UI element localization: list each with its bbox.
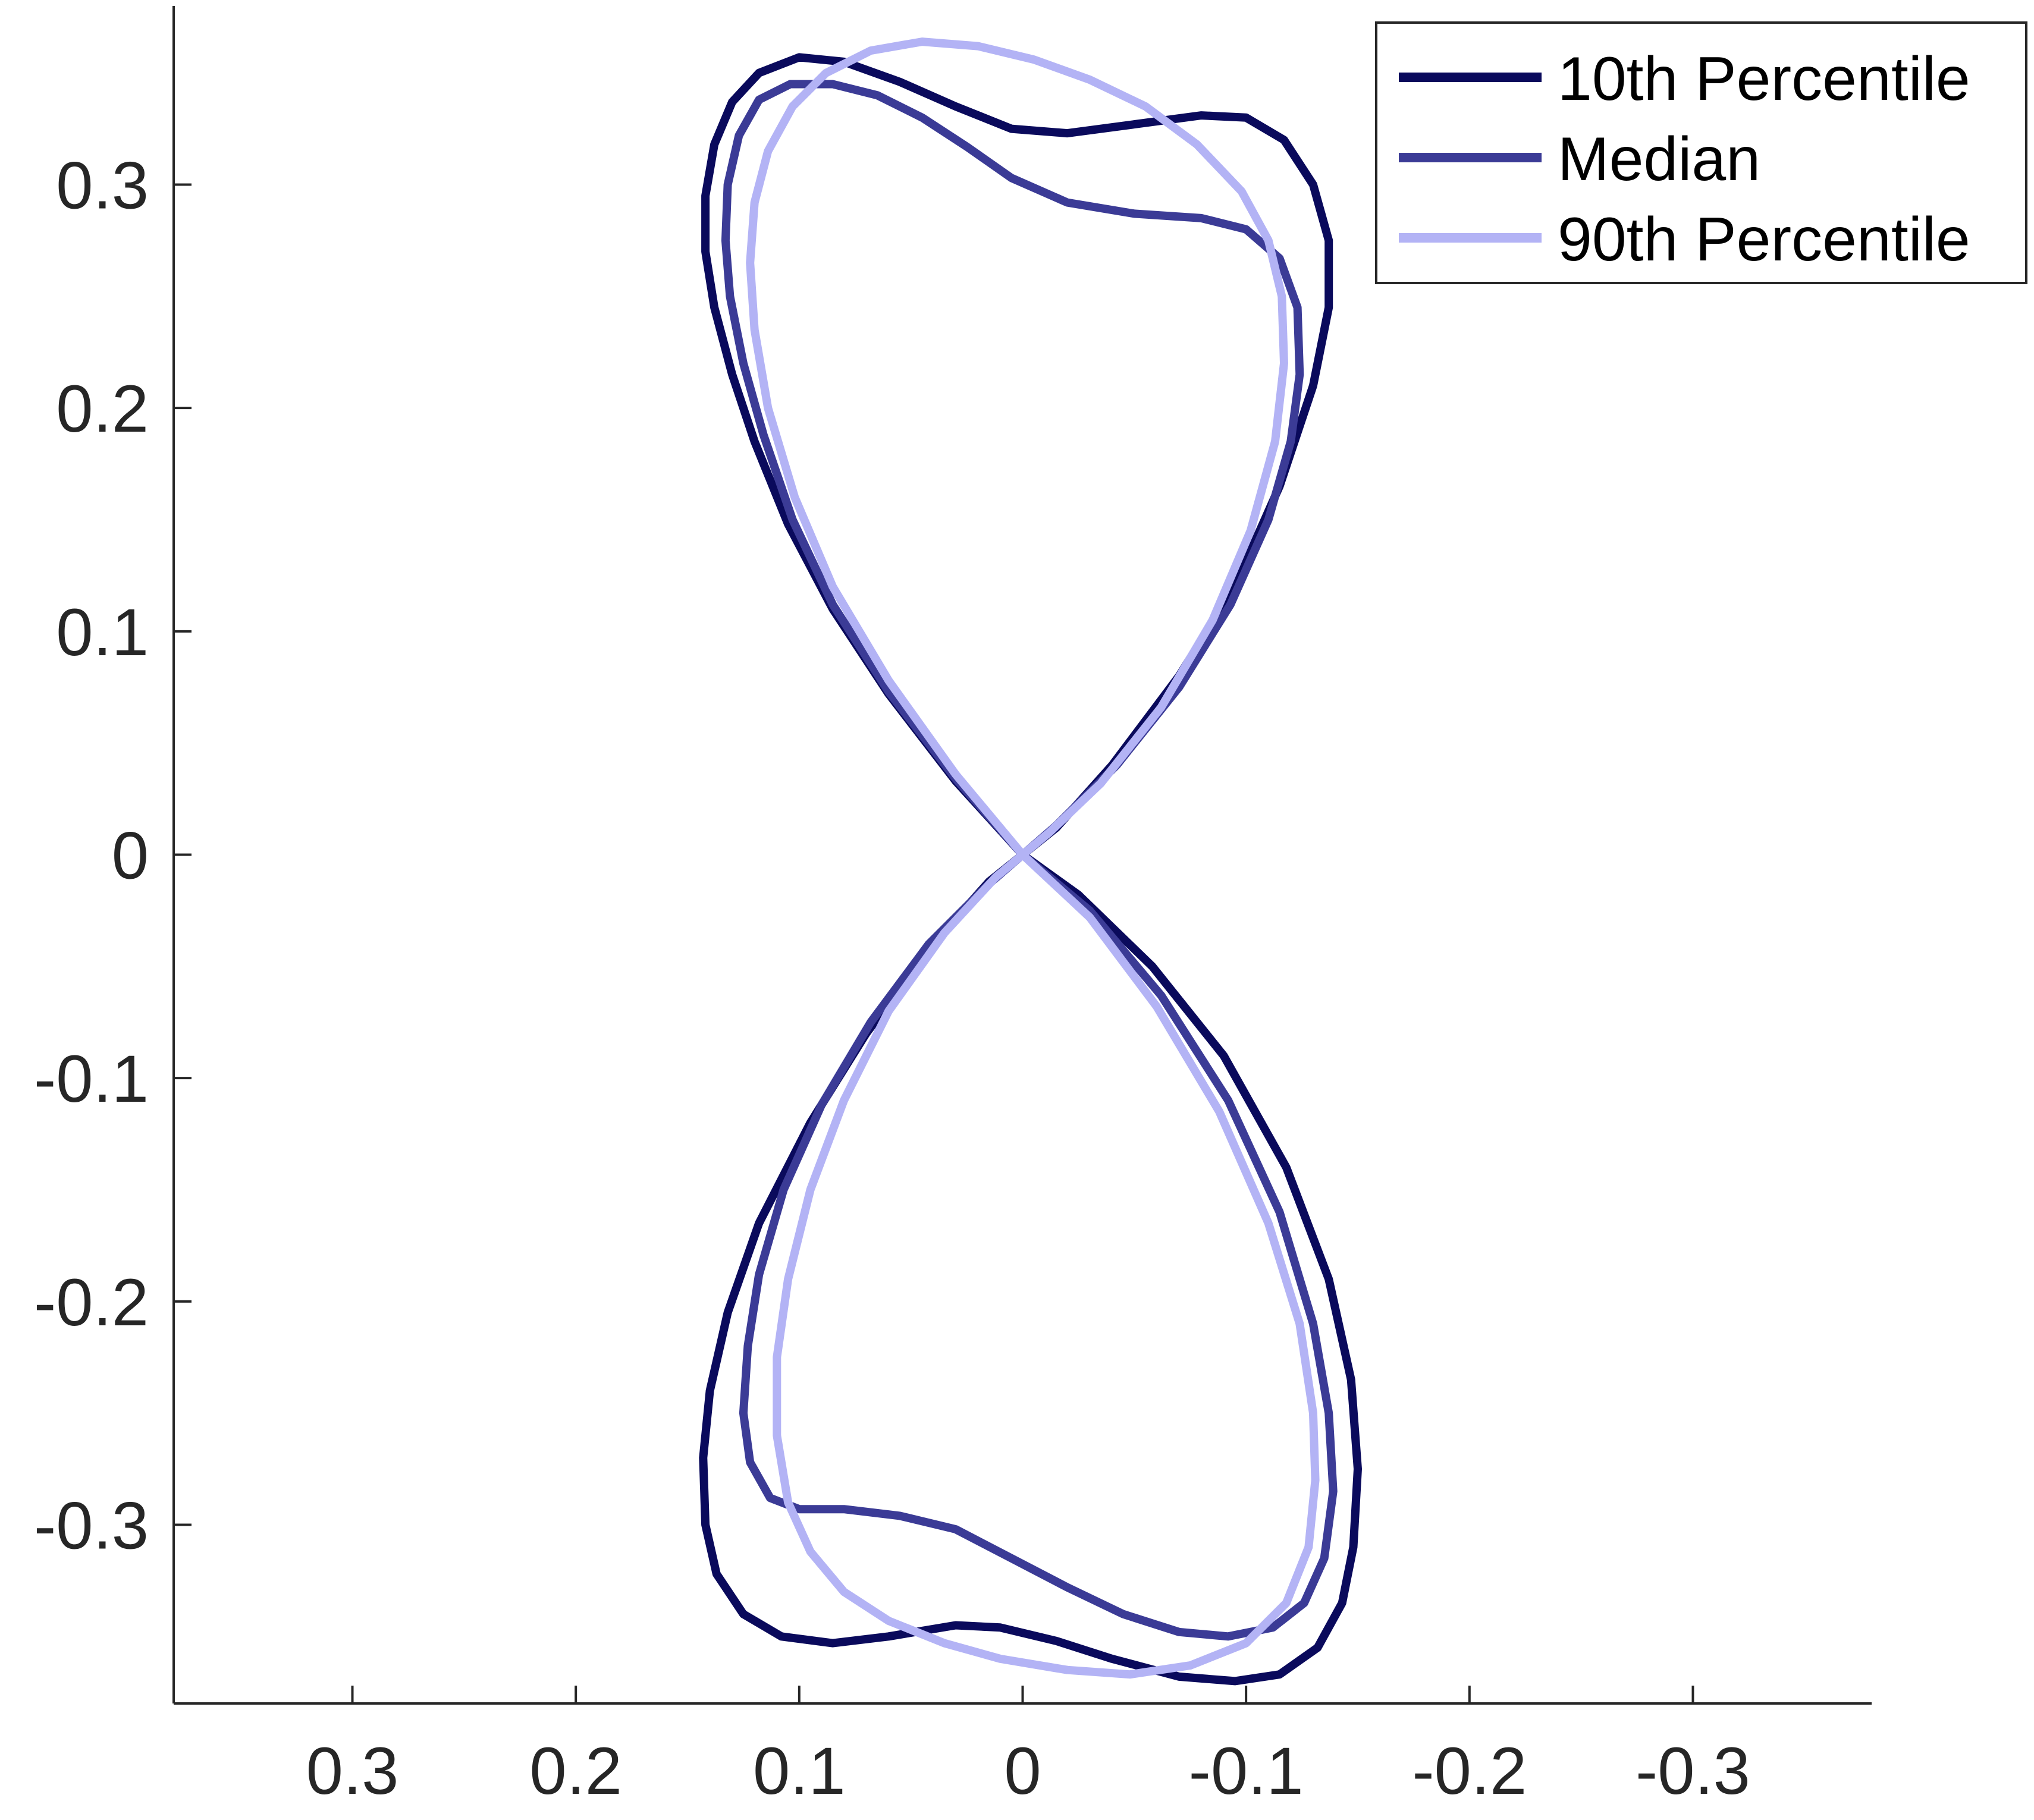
y-tick-label: 0.2 [56,372,149,446]
legend-label-2: Median [1558,125,1760,194]
y-tick-label: -0.2 [34,1265,149,1340]
x-tick-label: 0 [1004,1734,1041,1808]
legend-label-1: 10th Percentile [1558,45,1970,114]
y-tick-label: -0.1 [34,1042,149,1116]
x-tick-label: -0.3 [1636,1734,1750,1808]
axes: 0.3 0.2 0.1 0 -0.1 -0.2 -0.3 0.3 0.2 0.1 0 -0.1 -0.2… [34,6,1872,1808]
y-tick-label: 0.3 [56,149,149,223]
x-tick-label: -0.1 [1189,1734,1304,1808]
y-tick-label: 0.1 [56,595,149,669]
x-tick-label: 0.2 [529,1734,622,1808]
x-tick-label: -0.2 [1412,1734,1527,1808]
legend-label-3: 90th Percentile [1558,205,1970,274]
series-layer [699,37,1362,1686]
x-tick-label: 0.3 [306,1734,399,1808]
series-line-3 [746,37,1320,1679]
y-tick-label: -0.3 [34,1488,149,1563]
y-tick-label: 0 [112,819,149,893]
x-tick-label: 0.1 [753,1734,846,1808]
legend: 10th Percentile Median 90th Percentile [1375,21,2027,284]
